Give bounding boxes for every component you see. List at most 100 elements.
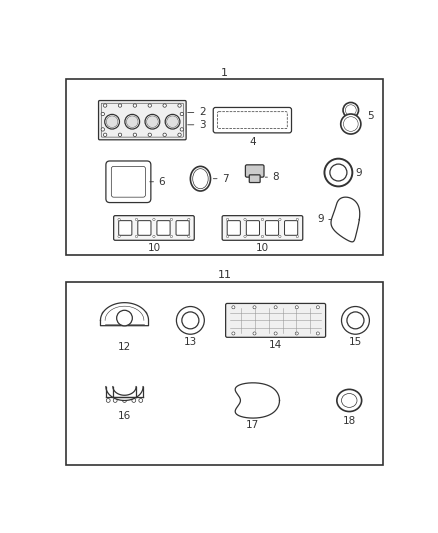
Circle shape <box>274 306 277 309</box>
Text: 8: 8 <box>272 172 279 182</box>
FancyBboxPatch shape <box>285 221 298 235</box>
Circle shape <box>103 104 107 107</box>
Circle shape <box>279 235 281 238</box>
Ellipse shape <box>337 390 362 411</box>
Circle shape <box>118 219 120 221</box>
Circle shape <box>133 104 137 107</box>
Circle shape <box>226 235 229 238</box>
Circle shape <box>147 116 158 127</box>
Circle shape <box>279 219 281 221</box>
Text: 17: 17 <box>246 421 259 431</box>
Circle shape <box>165 115 180 129</box>
Circle shape <box>325 159 352 187</box>
Circle shape <box>170 219 173 221</box>
Circle shape <box>244 219 246 221</box>
Text: 4: 4 <box>249 137 256 147</box>
Circle shape <box>102 312 105 315</box>
Circle shape <box>163 133 166 136</box>
FancyBboxPatch shape <box>246 221 259 235</box>
Circle shape <box>118 133 122 136</box>
Circle shape <box>117 310 132 326</box>
Circle shape <box>274 332 277 335</box>
Circle shape <box>105 115 120 129</box>
Polygon shape <box>100 303 148 326</box>
Circle shape <box>178 133 181 136</box>
Circle shape <box>253 306 256 309</box>
Polygon shape <box>106 386 143 400</box>
Circle shape <box>316 306 319 309</box>
Circle shape <box>101 128 105 131</box>
Circle shape <box>343 117 358 131</box>
Text: 14: 14 <box>269 340 282 350</box>
Circle shape <box>163 104 166 107</box>
Text: 7: 7 <box>222 174 229 184</box>
Circle shape <box>148 133 152 136</box>
Circle shape <box>101 112 105 116</box>
FancyBboxPatch shape <box>99 101 186 140</box>
Circle shape <box>178 104 181 107</box>
Circle shape <box>106 399 110 402</box>
FancyBboxPatch shape <box>176 221 189 235</box>
FancyBboxPatch shape <box>222 216 303 240</box>
FancyBboxPatch shape <box>138 221 151 235</box>
Circle shape <box>180 128 184 131</box>
Circle shape <box>330 164 347 181</box>
Circle shape <box>342 306 369 334</box>
FancyBboxPatch shape <box>106 161 151 203</box>
FancyBboxPatch shape <box>119 221 132 235</box>
Text: 10: 10 <box>148 243 160 253</box>
Circle shape <box>125 115 140 129</box>
Text: 9: 9 <box>356 167 362 177</box>
Circle shape <box>232 332 235 335</box>
Circle shape <box>296 235 298 238</box>
Ellipse shape <box>342 393 357 407</box>
Ellipse shape <box>193 168 208 189</box>
Text: 16: 16 <box>118 411 131 421</box>
Text: 18: 18 <box>343 416 356 426</box>
Circle shape <box>244 235 246 238</box>
Circle shape <box>103 133 107 136</box>
Text: 2: 2 <box>199 108 205 117</box>
Text: 12: 12 <box>118 342 131 352</box>
Circle shape <box>167 116 178 127</box>
Bar <box>67 79 382 255</box>
Text: 6: 6 <box>159 177 165 187</box>
Circle shape <box>123 399 127 402</box>
Circle shape <box>346 105 356 116</box>
Circle shape <box>139 399 143 402</box>
Text: 13: 13 <box>184 337 197 348</box>
Circle shape <box>177 306 204 334</box>
Circle shape <box>102 321 105 324</box>
Circle shape <box>187 219 190 221</box>
FancyBboxPatch shape <box>213 108 292 133</box>
Circle shape <box>118 104 122 107</box>
Circle shape <box>187 235 190 238</box>
Text: 5: 5 <box>367 111 374 122</box>
Circle shape <box>127 116 138 127</box>
Circle shape <box>113 399 117 402</box>
Circle shape <box>148 104 152 107</box>
Circle shape <box>133 133 137 136</box>
Circle shape <box>170 235 173 238</box>
FancyBboxPatch shape <box>218 112 287 128</box>
FancyBboxPatch shape <box>227 221 240 235</box>
Circle shape <box>118 235 120 238</box>
Circle shape <box>144 321 147 324</box>
FancyBboxPatch shape <box>265 221 279 235</box>
Circle shape <box>347 312 364 329</box>
Bar <box>67 282 382 465</box>
FancyBboxPatch shape <box>249 175 260 182</box>
Circle shape <box>135 219 138 221</box>
Circle shape <box>261 235 264 238</box>
Circle shape <box>106 116 118 127</box>
Ellipse shape <box>191 166 211 191</box>
Circle shape <box>132 399 136 402</box>
Text: 1: 1 <box>221 68 228 78</box>
FancyBboxPatch shape <box>226 303 325 337</box>
Circle shape <box>261 219 264 221</box>
Circle shape <box>182 312 199 329</box>
Circle shape <box>341 114 361 134</box>
Circle shape <box>153 219 155 221</box>
Circle shape <box>232 306 235 309</box>
FancyBboxPatch shape <box>113 216 194 240</box>
